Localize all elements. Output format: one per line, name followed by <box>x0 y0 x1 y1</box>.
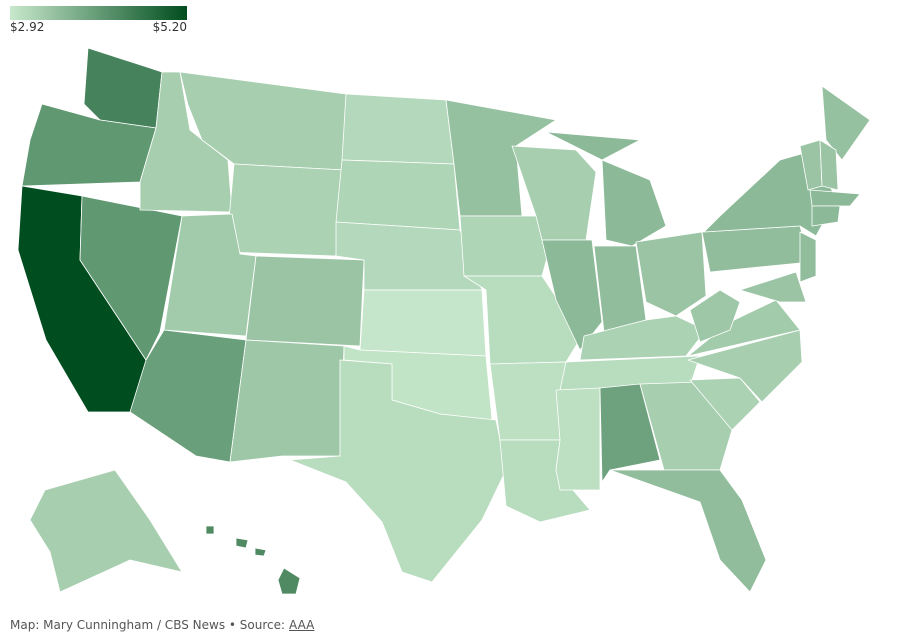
state <box>555 387 601 491</box>
state <box>341 93 455 165</box>
state <box>811 205 841 227</box>
state <box>639 381 733 471</box>
state <box>335 159 461 231</box>
state <box>701 225 811 273</box>
state <box>687 329 803 403</box>
state <box>609 469 767 593</box>
state <box>359 289 487 357</box>
state <box>689 377 761 431</box>
state <box>689 289 741 343</box>
state <box>245 255 365 347</box>
credit: Map: Mary Cunningham / CBS News • Source… <box>10 618 286 632</box>
state <box>205 525 301 595</box>
state <box>29 469 183 593</box>
state <box>809 189 861 207</box>
state <box>289 359 507 583</box>
state <box>635 231 707 317</box>
legend-bar <box>10 6 187 20</box>
state <box>545 131 667 247</box>
state <box>819 139 839 191</box>
legend-label: $2.92 <box>10 20 44 34</box>
state <box>799 231 817 283</box>
state <box>821 85 871 161</box>
state <box>225 163 345 257</box>
state <box>229 339 345 463</box>
state <box>83 47 163 129</box>
legend-label: $5.20 <box>153 20 187 34</box>
state <box>79 195 183 361</box>
map: $2.92 $5.20 <box>10 6 871 595</box>
state <box>599 383 661 483</box>
state <box>739 271 807 303</box>
source-link[interactable]: AAA <box>289 618 315 632</box>
credit-line: Map: Mary Cunningham / CBS News • Source… <box>10 618 314 632</box>
state <box>489 361 567 441</box>
